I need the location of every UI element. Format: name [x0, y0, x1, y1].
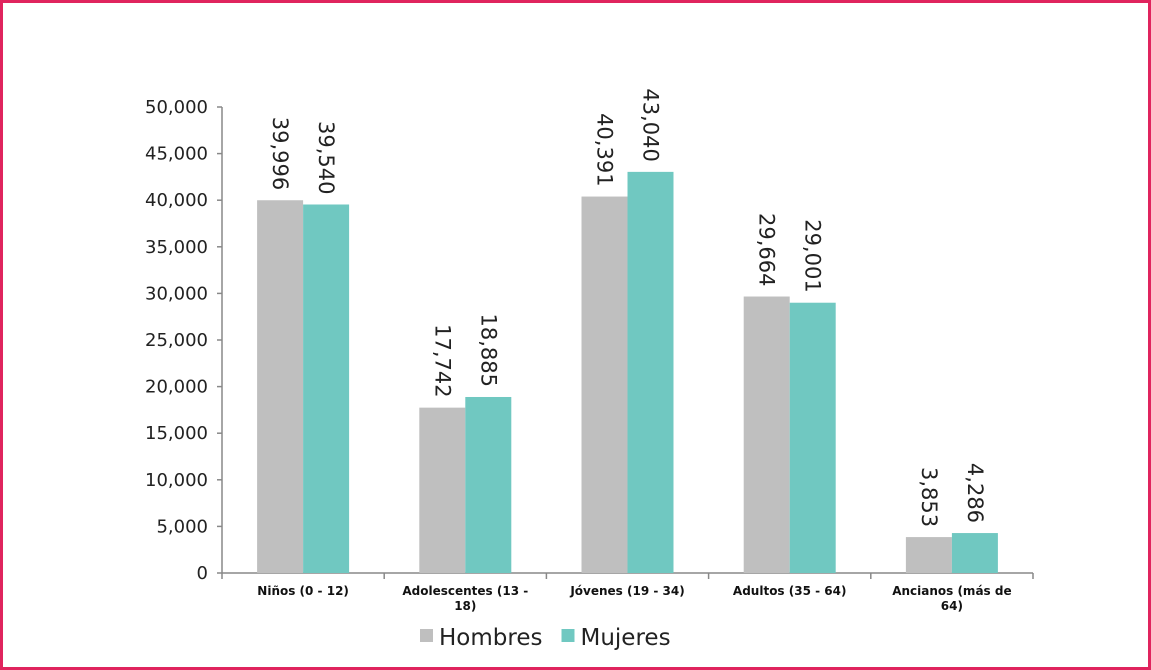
data-label: 39,540 [314, 121, 338, 194]
bar-hombres [257, 200, 304, 573]
data-label: 39,996 [268, 117, 292, 190]
bars [257, 171, 998, 574]
y-tick-label: 20,000 [145, 377, 208, 398]
y-tick-label: 10,000 [145, 470, 208, 491]
data-label: 18,885 [476, 314, 500, 387]
legend: Hombres Mujeres [420, 625, 671, 651]
y-tick-label: 45,000 [145, 144, 208, 165]
x-tick-label: Ancianos (más de 64) [892, 584, 1011, 613]
x-tick-label: Jóvenes (19 - 34) [569, 584, 684, 598]
bar-mujeres [951, 533, 998, 573]
data-label: 43,040 [639, 88, 663, 161]
x-tick-label: Adolescentes (13 -18) [402, 584, 528, 613]
y-tick-label: 0 [197, 563, 208, 584]
bar-hombres [581, 196, 628, 573]
data-label: 4,286 [963, 463, 987, 523]
y-tick-label: 25,000 [145, 330, 208, 351]
data-label: 17,742 [430, 324, 454, 397]
data-label: 29,001 [801, 219, 825, 292]
legend-label-hombres: Hombres [439, 625, 542, 651]
x-tick-label: Adultos (35 - 64) [733, 584, 847, 598]
bar-chart: 0 5,000 10,000 15,000 20,000 25,000 30,000 35,0… [145, 88, 1034, 651]
data-label: 29,664 [755, 213, 779, 286]
y-tick-label: 40,000 [145, 190, 208, 211]
y-tick-label: 5,000 [156, 516, 208, 537]
bar-hombres [905, 537, 952, 573]
bar-mujeres [465, 396, 512, 573]
x-axis: Niños (0 - 12) Adolescentes (13 -18) Jóven… [221, 572, 1034, 613]
data-label: 3,853 [917, 467, 941, 527]
bar-mujeres [627, 171, 674, 574]
data-label: 40,391 [593, 113, 617, 186]
y-axis: 0 5,000 10,000 15,000 20,000 25,000 30,000 35,0… [145, 97, 223, 584]
bar-hombres [419, 407, 466, 573]
y-tick-label: 35,000 [145, 237, 208, 258]
legend-swatch-hombres [420, 629, 433, 642]
y-tick-label: 50,000 [145, 97, 208, 118]
data-labels: 39,996 17,742 40,391 29,664 3,853 39,540 18,88… [268, 88, 987, 527]
legend-label-mujeres: Mujeres [581, 625, 671, 651]
y-tick-label: 30,000 [145, 283, 208, 304]
x-tick-label: Niños (0 - 12) [257, 584, 349, 598]
y-tick-label: 15,000 [145, 423, 208, 444]
bar-mujeres [303, 204, 350, 574]
legend-swatch-mujeres [561, 629, 575, 642]
bar-mujeres [789, 302, 836, 573]
bar-hombres [743, 296, 790, 573]
